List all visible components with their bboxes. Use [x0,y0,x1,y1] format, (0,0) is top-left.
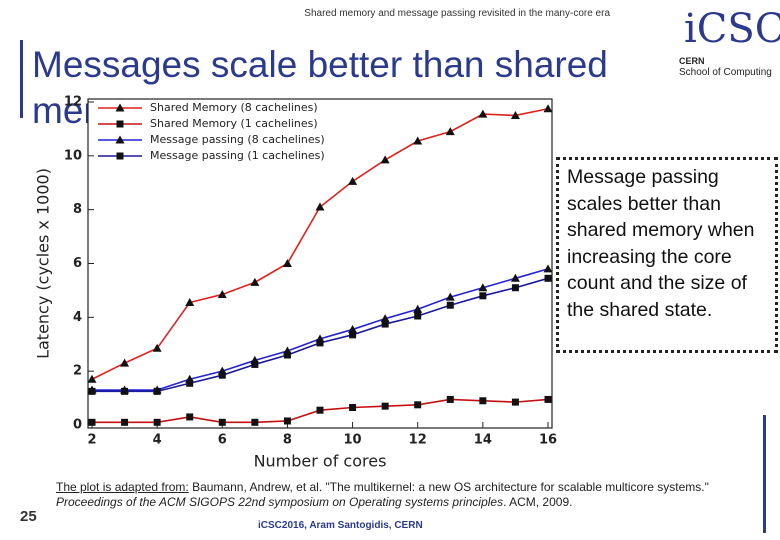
data-point [478,283,488,292]
y-tick-label: 4 [73,310,82,325]
data-point [543,104,553,113]
data-point [543,264,553,273]
data-point [185,298,195,307]
data-point [152,343,162,352]
logo-mark: iCSC [684,6,780,52]
data-point [511,398,519,406]
y-tick-label: 8 [73,202,82,217]
legend-label: Shared Memory (8 cachelines) [150,101,318,114]
footer: iCSC2016, Aram Santogidis, CERN [258,520,423,531]
x-tick-label: 12 [409,433,427,448]
citation-lead: The plot is adapted from: [56,480,189,494]
y-axis-label: Latency (cycles x 1000) [34,168,53,359]
data-point [446,301,454,309]
data-point [316,406,324,414]
citation-tail: . ACM, 2009. [503,495,573,509]
legend-marker [116,120,124,128]
data-point [283,351,291,359]
y-tick-label: 6 [73,256,82,271]
y-tick-label: 12 [64,95,82,110]
data-point [414,401,422,409]
data-point [218,371,226,379]
accent-bar [763,415,766,533]
data-point [186,379,194,387]
data-point [510,110,520,119]
data-point [478,109,488,118]
legend-marker [115,135,125,144]
data-point [87,374,97,383]
data-point [349,331,357,339]
data-point [413,304,423,313]
legend-marker [116,152,124,160]
data-point [88,387,96,395]
page-number: 25 [20,508,37,525]
x-tick-label: 2 [87,433,96,448]
logo-school: School of Computing [679,67,772,78]
x-tick-label: 6 [218,433,227,448]
data-point [479,397,487,405]
data-point [511,284,519,292]
data-point [251,418,259,426]
data-point [544,395,552,403]
data-point [381,320,389,328]
logo: iCSC CERN School of Computing [676,6,780,86]
data-point [316,339,324,347]
data-point [349,404,357,412]
citation-venue: Proceedings of the ACM SIGOPS 22nd sympo… [56,495,504,509]
data-point [315,202,325,211]
accent-bar [20,40,23,118]
x-axis-label: Number of cores [254,452,387,471]
legend-label: Message passing (1 cachelines) [150,149,325,162]
legend: Shared Memory (8 cachelines) Shared Memor… [98,101,325,162]
y-tick-label: 2 [73,364,82,379]
callout: Message passing scales better than share… [556,157,778,353]
legend-marker [115,103,125,112]
data-point [348,176,358,185]
y-tick-label: 0 [73,418,82,433]
logo-org: CERN [679,56,705,66]
data-point [380,155,390,164]
x-tick-label: 8 [283,433,292,448]
data-point [153,418,161,426]
data-point [218,418,226,426]
x-tick-label: 10 [344,433,362,448]
data-point [153,387,161,395]
x-tick-label: 14 [474,433,492,448]
data-point [121,418,129,426]
data-point [251,360,259,368]
data-point [446,395,454,403]
data-point [250,277,260,286]
data-point [380,314,390,323]
citation: The plot is adapted from: Baumann, Andre… [56,480,756,510]
x-tick-label: 4 [153,433,162,448]
data-point [479,292,487,300]
data-point [510,273,520,282]
data-point [381,402,389,410]
plot-area [87,98,553,429]
data-point [120,358,130,367]
y-tick-label: 10 [64,148,82,163]
data-point [282,259,292,267]
legend-label: Shared Memory (1 cachelines) [150,117,318,130]
data-point [283,417,291,425]
data-point [544,274,552,282]
data-point [414,312,422,320]
legend-label: Message passing (8 cachelines) [150,133,325,146]
header: Shared memory and message passing revisi… [304,8,610,19]
data-point [186,413,194,421]
data-point [348,324,358,333]
citation-body: Baumann, Andrew, et al. "The multikernel… [188,480,709,494]
data-point [445,127,455,136]
data-point [413,136,423,145]
data-point [121,387,129,395]
data-point [445,292,455,301]
data-point [217,289,227,298]
data-point [88,418,96,426]
x-tick-label: 16 [539,433,557,448]
